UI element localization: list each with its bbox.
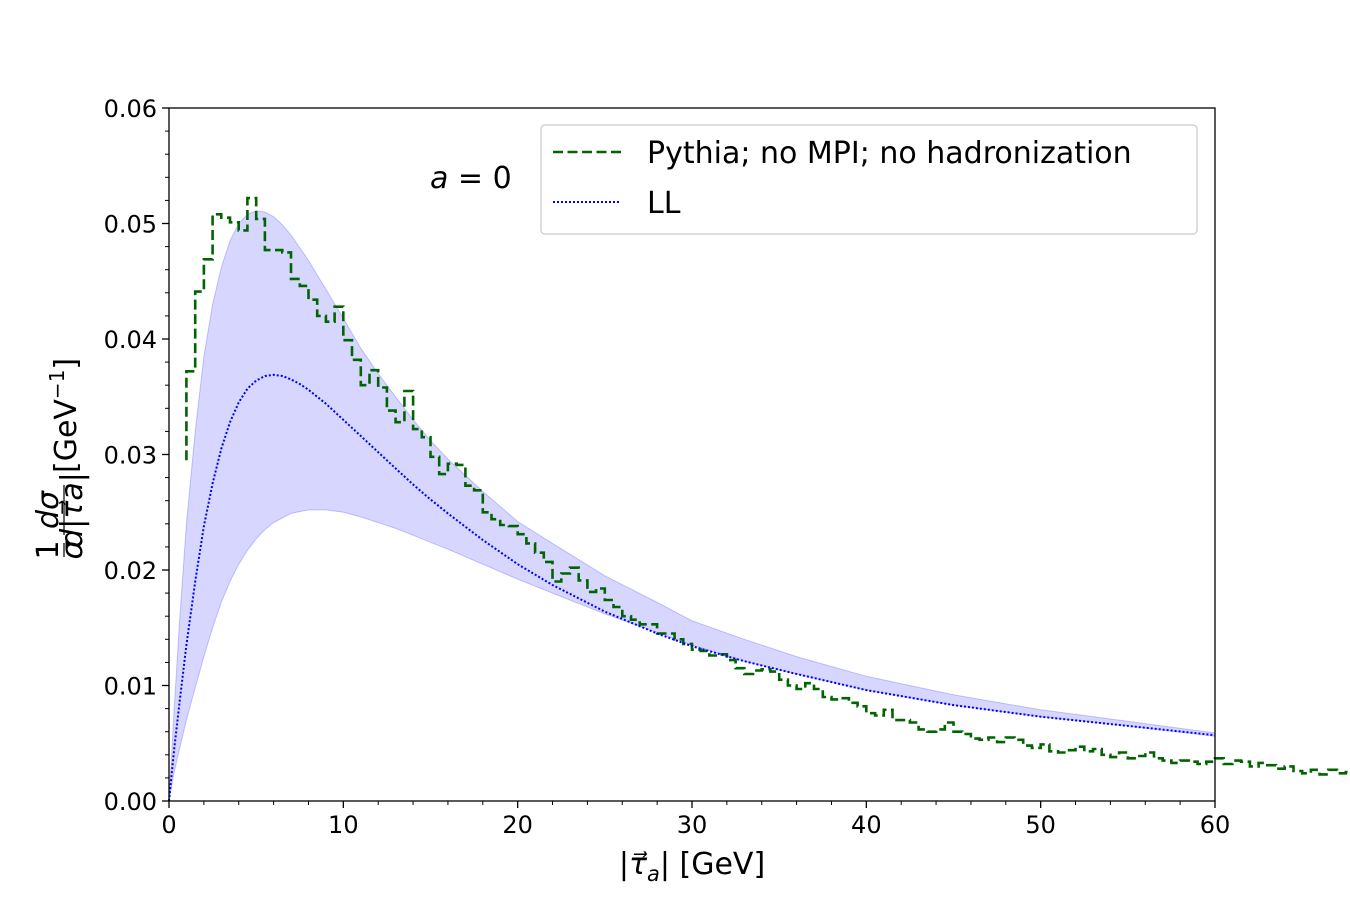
y-tick-label: 0.05 [104, 211, 157, 239]
svg-text:1: 1 [31, 540, 66, 559]
y-tick-label: 0.00 [104, 788, 157, 816]
x-tick-label: 60 [1200, 811, 1231, 839]
x-tick-label: 50 [1025, 811, 1056, 839]
y-tick-label: 0.04 [104, 326, 157, 354]
x-tick-label: 0 [161, 811, 176, 839]
legend-label-ll: LL [647, 186, 681, 221]
svg-text:dσ: dσ [31, 490, 66, 529]
svg-text:d|τ⃗a|: d|τ⃗a| [55, 472, 90, 548]
x-axis-label: |τ⃗a| [GeV] [619, 847, 765, 886]
y-tick-label: 0.06 [104, 95, 157, 123]
series-line-ll [168, 373, 1216, 802]
svg-text:σ: σ [55, 540, 90, 560]
legend: Pythia; no MPI; no hadronization LL [540, 124, 1198, 235]
y-axis-label: 1 σ dσ d|τ⃗a| [GeV−1] [31, 358, 90, 560]
ll-uncertainty-band [168, 210, 1216, 802]
plot-area [168, 196, 1350, 802]
svg-text:[GeV−1]: [GeV−1] [45, 358, 84, 473]
series-line-pythia [185, 196, 1350, 776]
y-tick-label: 0.03 [104, 442, 157, 470]
legend-frame [540, 124, 1198, 235]
x-tick-label: 40 [851, 811, 882, 839]
x-tick-label: 30 [677, 811, 708, 839]
x-tick-label: 20 [502, 811, 533, 839]
y-tick-label: 0.01 [104, 673, 157, 701]
y-axis-ticks: 0.00 0.01 0.02 0.03 0.04 0.05 0.06 [104, 95, 169, 816]
legend-label-pythia: Pythia; no MPI; no hadronization [647, 136, 1132, 171]
annotation-a-equals-0: a = 0 [430, 161, 512, 196]
y-tick-label: 0.02 [104, 557, 157, 585]
x-axis-ticks: 0 10 20 30 40 50 60 [161, 801, 1230, 839]
x-tick-label: 10 [328, 811, 359, 839]
